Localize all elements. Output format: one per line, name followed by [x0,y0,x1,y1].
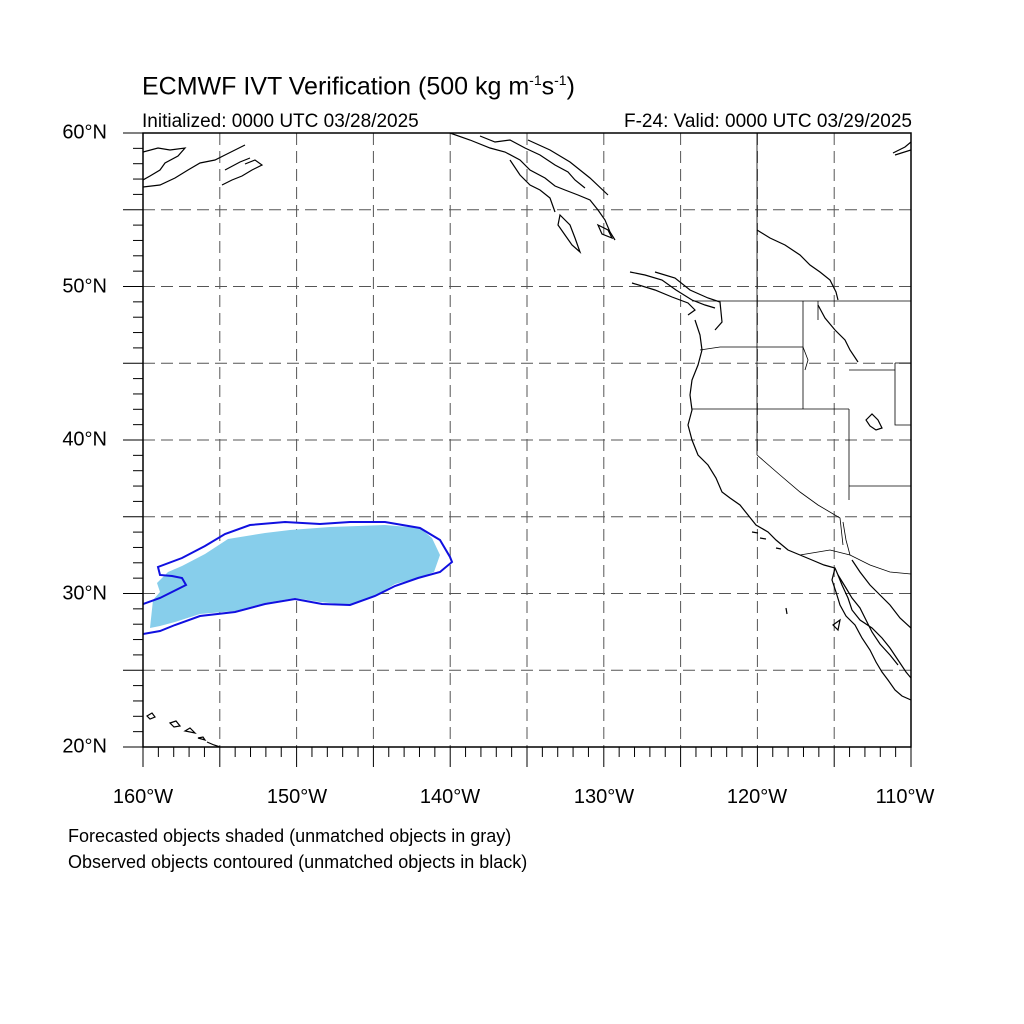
map-title: ECMWF IVT Verification (500 kg m-1s-1) [142,72,575,101]
lon-label-110w: 110°W [875,786,935,808]
coastlines [143,133,911,747]
plot-frame [142,132,912,748]
observed-object-contour [143,520,454,635]
lat-label-40: 40°N [62,428,107,451]
lon-label-120w: 120°W [726,786,788,808]
valid-time-label: F-24: Valid: 0000 UTC 03/29/2025 [624,111,912,132]
lat-label-20: 20°N [62,735,107,758]
initialized-label: Initialized: 0000 UTC 03/28/2025 [142,111,419,132]
lon-label-150w: 150°W [266,786,328,808]
lat-label-60: 60°N [62,121,107,144]
lon-label-140w: 140°W [419,786,481,808]
axis-ticks [123,132,912,767]
lon-label-130w: 130°W [573,786,635,808]
legend-forecast-note: Forecasted objects shaded (unmatched obj… [68,826,512,846]
borders [692,133,911,575]
legend-observed-note: Observed objects contoured (unmatched ob… [68,852,528,872]
lat-label-30: 30°N [62,582,107,605]
graticule [143,133,911,747]
lat-label-50: 50°N [62,275,107,298]
lon-label-160w: 160°W [112,786,174,808]
forecast-object-shaded [150,525,440,628]
